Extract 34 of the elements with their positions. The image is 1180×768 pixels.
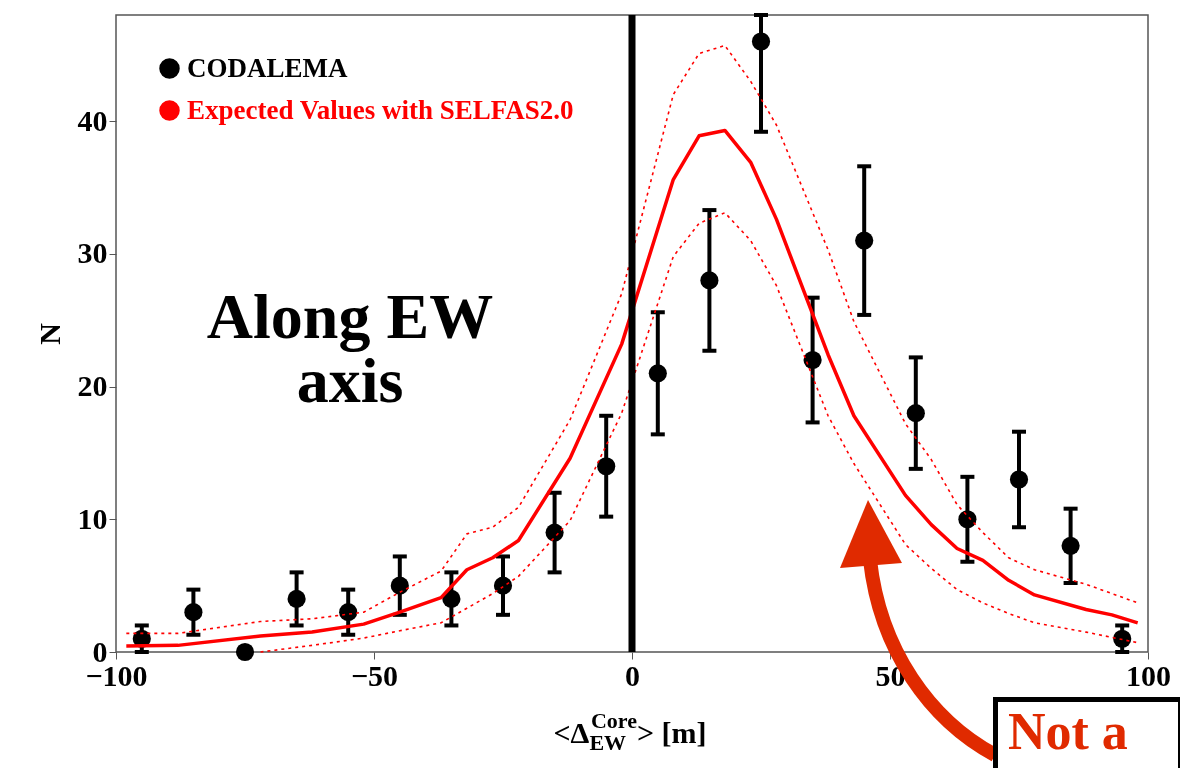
point <box>803 350 822 370</box>
point <box>1061 536 1080 555</box>
point <box>184 603 203 622</box>
annotation: Along EW axis <box>205 281 495 416</box>
point <box>958 510 977 529</box>
point <box>390 576 409 595</box>
y-tick-label: 40 <box>77 103 108 137</box>
point <box>493 576 513 595</box>
legend-label: Expected Values with SELFAS2.0 <box>187 94 574 125</box>
point <box>906 404 925 423</box>
x-axis-title: <Δ$_{EW}$$^{Core}$> [m] <box>552 707 708 756</box>
x-tick-label: 0 <box>625 658 640 692</box>
point <box>855 231 874 250</box>
point <box>442 589 461 608</box>
text: Not a <box>1008 703 1128 760</box>
point <box>545 523 564 542</box>
point <box>1113 629 1132 648</box>
x-tick-label: −50 <box>350 658 399 692</box>
y-axis-title: N <box>32 322 66 345</box>
point <box>339 603 358 622</box>
point <box>751 32 771 51</box>
y-tick-label: 30 <box>77 236 108 270</box>
line-series <box>124 128 1140 648</box>
point <box>700 271 719 290</box>
y-tick-label: 20 <box>77 369 108 403</box>
legend-label: CODALEMA <box>187 52 348 83</box>
point <box>648 364 667 383</box>
point <box>287 589 306 608</box>
x-tick-label: 100 <box>1126 658 1171 692</box>
point <box>597 457 616 476</box>
point <box>235 642 255 662</box>
point <box>1009 470 1029 489</box>
y-tick-label: 10 <box>77 501 108 535</box>
line-series <box>125 44 1139 635</box>
